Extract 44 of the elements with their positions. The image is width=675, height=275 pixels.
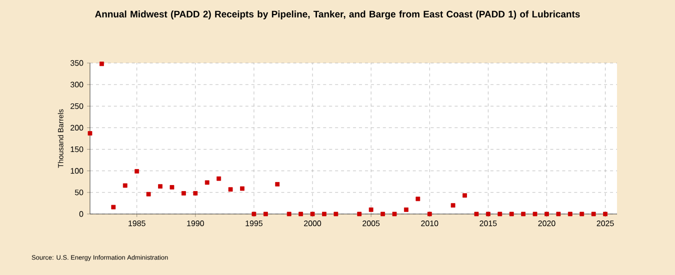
point [100,62,104,66]
point [275,182,280,186]
point [580,212,584,216]
point [392,212,397,216]
point [556,212,561,216]
point [240,186,244,191]
point [286,212,292,216]
point [252,212,256,216]
point [486,212,490,216]
point [216,176,222,181]
point [450,203,456,208]
point [88,131,92,136]
point [170,185,174,190]
point [591,212,596,216]
point [474,212,479,216]
point [498,212,502,216]
point [427,212,432,216]
point [310,212,315,216]
point [509,212,514,216]
point [228,187,233,192]
point [111,204,116,210]
point [263,212,268,216]
point [193,191,198,196]
point [322,212,326,216]
point [134,169,140,174]
point [158,184,162,189]
point [357,212,362,216]
point [368,207,374,212]
point [544,212,549,216]
point [462,193,467,198]
point [521,212,526,216]
point [122,183,128,188]
point [204,180,210,185]
point [146,192,151,196]
point [532,212,538,216]
point [568,212,572,216]
point [404,207,408,212]
point [298,212,304,216]
point [416,196,420,202]
chart-title: Annual Midwest (PADD 2) Receipts by Pipeline, Tanker, and Barge from East Coast (PADD 1) of Lubricants [95,10,580,20]
point [334,212,338,216]
point [603,212,608,216]
point [181,191,186,196]
point [380,212,385,216]
